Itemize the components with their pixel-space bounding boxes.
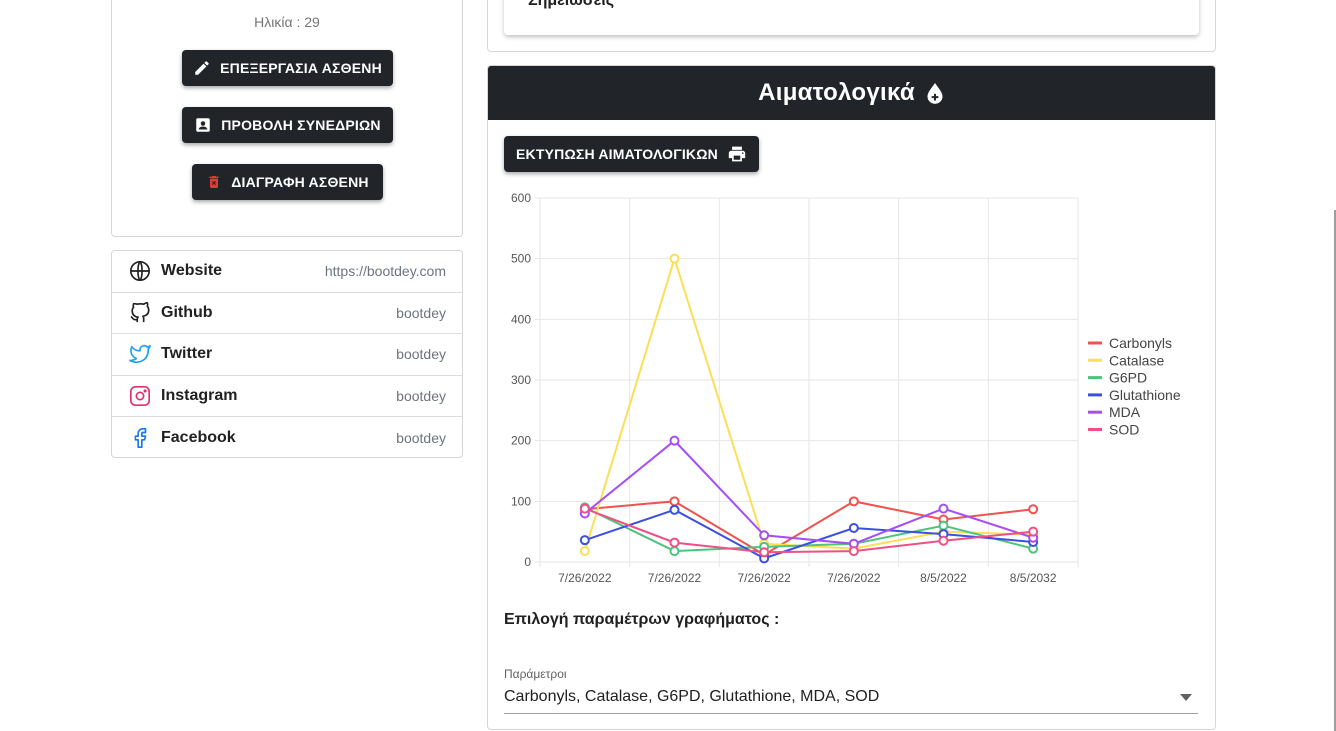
x-tick-label: 8/5/2032 (1010, 571, 1057, 585)
pencil-icon (195, 61, 209, 75)
chevron-down-icon (1180, 694, 1192, 701)
view-sessions-button[interactable]: ΠΡΟΒΟΛΗ ΣΥΝΕΔΡΙΩΝ (182, 107, 393, 143)
params-select-label: Παράμετροι (504, 667, 567, 681)
blood-tests-line-chart: 0 100 200 300 400 500 600 7/26/2022 7/26/2022 7/2… (511, 191, 1181, 585)
view-sessions-label: ΠΡΟΒΟΛΗ ΣΥΝΕΔΡΙΩΝ (221, 117, 381, 133)
link-name: Twitter (161, 345, 213, 363)
edit-patient-button[interactable]: ΕΠΕΞΕΡΓΑΣΙΑ ΑΣΘΕΝΗ (182, 50, 393, 86)
y-tick-label: 100 (511, 494, 531, 508)
edit-patient-label: ΕΠΕΞΕΡΓΑΣΙΑ ΑΣΘΕΝΗ (220, 60, 382, 76)
link-value[interactable]: bootdey (396, 346, 446, 363)
contact-card-icon (196, 118, 210, 132)
link-name: Github (161, 303, 213, 321)
github-icon (128, 301, 152, 325)
link-row-twitter[interactable]: Twitter bootdey (112, 334, 462, 376)
page-scrollbar[interactable] (1334, 210, 1336, 731)
chart-params-heading: Επιλογή παραμέτρων γραφήματος : (504, 611, 780, 628)
legend-label: Glutathione (1109, 387, 1181, 403)
link-name: Website (161, 262, 223, 280)
data-point-sod (848, 546, 859, 557)
data-point-g6pd (938, 520, 949, 531)
link-row-github[interactable]: Github bootdey (112, 293, 462, 334)
data-point-sod (938, 535, 949, 546)
y-tick-label: 300 (511, 373, 531, 387)
legend-label: G6PD (1109, 370, 1147, 386)
series-line-glutathione (584, 508, 1034, 560)
data-point-catalase (669, 253, 680, 264)
instagram-icon (128, 384, 152, 408)
data-point-sod (669, 537, 680, 548)
link-value[interactable]: bootdey (396, 429, 446, 446)
y-tick-label: 500 (511, 252, 531, 266)
series-line-g6pd (584, 506, 1034, 553)
link-value[interactable]: https://bootdey.com (324, 263, 446, 280)
print-blood-tests-button[interactable]: ΕΚΤΥΠΩΣΗ ΑΙΜΑΤΟΛΟΓΙΚΩΝ (504, 136, 759, 172)
globe-icon (128, 259, 152, 283)
blood-tests-title: Αιματολογικά (758, 79, 915, 106)
data-point-glutathione (579, 535, 590, 546)
twitter-icon (128, 342, 152, 366)
data-point-carbonyls (1028, 504, 1039, 515)
data-point-glutathione (669, 504, 680, 515)
profile-card: Ηλικία : 29 ΕΠΕΞΕΡΓΑΣΙΑ ΑΣΘΕΝΗ ΠΡΟΒΟΛΗ Σ… (111, 0, 463, 237)
data-point-glutathione (848, 523, 859, 534)
series-line-carbonyls (584, 500, 1034, 556)
delete-patient-label: ΔΙΑΓΡΑΦΗ ΑΣΘΕΝΗ (231, 174, 369, 190)
x-tick-label: 7/26/2022 (558, 571, 612, 585)
data-point-sod (579, 503, 590, 514)
data-point-catalase (579, 546, 590, 557)
link-name: Instagram (161, 386, 238, 404)
y-tick-label: 0 (524, 555, 531, 569)
x-tick-label: 8/5/2022 (920, 571, 967, 585)
data-point-mda (669, 435, 680, 446)
y-tick-label: 400 (511, 312, 531, 326)
blood-tests-header: Αιματολογικά (488, 66, 1215, 120)
legend-label: Carbonyls (1109, 335, 1172, 351)
x-tick-label: 7/26/2022 (737, 571, 791, 585)
data-point-mda (759, 530, 770, 541)
link-row-instagram[interactable]: Instagram bootdey (112, 376, 462, 417)
y-tick-label: 200 (511, 434, 531, 448)
blood-drop-icon (927, 83, 943, 104)
trash-icon (209, 176, 219, 188)
params-select[interactable]: Carbonyls, Catalase, G6PD, Glutathione, … (504, 684, 1198, 714)
delete-patient-button[interactable]: ΔΙΑΓΡΑΦΗ ΑΣΘΕΝΗ (192, 164, 383, 200)
legend-label: MDA (1109, 404, 1141, 420)
data-point-g6pd (669, 546, 680, 557)
legend-label: SOD (1109, 422, 1139, 438)
series-line-sod (584, 507, 1034, 554)
link-row-website[interactable]: Website https://bootdey.com (112, 251, 462, 293)
data-point-carbonyls (848, 496, 859, 507)
link-row-facebook[interactable]: Facebook bootdey (112, 417, 462, 459)
data-point-sod (759, 547, 770, 558)
age-label: Ηλικία : 29 (254, 14, 320, 30)
y-tick-label: 600 (511, 191, 531, 205)
social-links-card: Website https://bootdey.com Github bootd… (111, 250, 463, 458)
series-line-mda (584, 439, 1034, 545)
params-select-value: Carbonyls, Catalase, G6PD, Glutathione, … (504, 688, 880, 705)
link-name: Facebook (161, 428, 236, 446)
link-value[interactable]: bootdey (396, 387, 446, 404)
notes-card: Σημειώσεις (487, 0, 1216, 52)
printer-icon (728, 146, 746, 162)
data-point-carbonyls (669, 496, 680, 507)
x-tick-label: 7/26/2022 (648, 571, 702, 585)
legend-label: Catalase (1109, 352, 1164, 368)
print-blood-tests-label: ΕΚΤΥΠΩΣΗ ΑΙΜΑΤΟΛΟΓΙΚΩΝ (516, 146, 718, 162)
data-point-mda (938, 503, 949, 514)
notes-panel[interactable]: Σημειώσεις (504, 0, 1199, 35)
facebook-icon (128, 426, 152, 450)
blood-tests-card: Αιματολογικά ΕΚΤΥΠΩΣΗ ΑΙΜΑΤΟΛΟΓΙΚΩΝ 0 100… (487, 65, 1216, 730)
data-point-sod (1028, 526, 1039, 537)
x-tick-label: 7/26/2022 (827, 571, 881, 585)
link-value[interactable]: bootdey (396, 304, 446, 321)
notes-title: Σημειώσεις (528, 0, 615, 9)
